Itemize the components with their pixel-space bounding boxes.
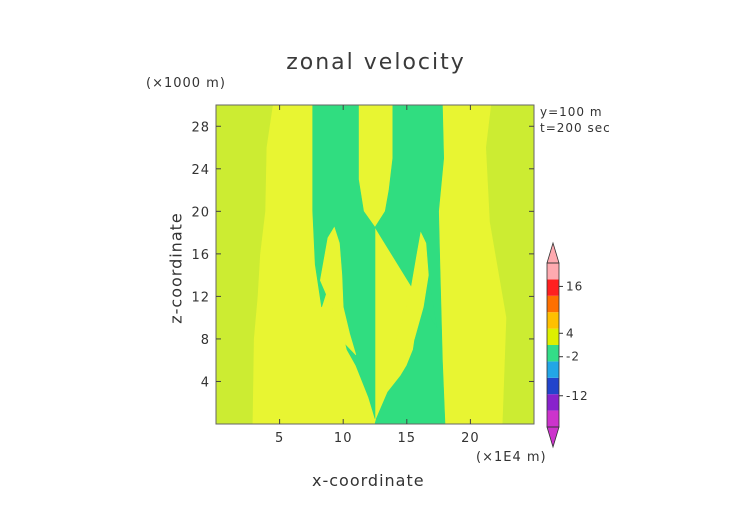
colorbar-segment: [547, 394, 559, 411]
colorbar-tick-label: 4: [566, 326, 575, 340]
colorbar-tick-label: -2: [566, 350, 580, 364]
colorbar-segment: [547, 361, 559, 378]
colorbar-max-arrow: [546, 241, 560, 264]
x-tick-label: 10: [334, 431, 353, 446]
y-tick-label: 12: [191, 290, 210, 305]
x-unit-label: (×1E4 m): [476, 450, 547, 465]
x-axis-label: x-coordinate: [312, 471, 425, 490]
y-tick-label: 24: [191, 163, 210, 178]
colorbar-tick-label: -12: [566, 389, 589, 403]
colorbar-segment: [547, 279, 559, 296]
chart-title: zonal velocity: [286, 50, 466, 75]
x-tick-label: 5: [275, 431, 284, 446]
colorbar-segment: [547, 410, 559, 427]
plot-frame: [215, 104, 535, 425]
y-tick-label: 4: [201, 375, 210, 390]
y-tick-label: 8: [201, 333, 210, 348]
colorbar-segment: [547, 295, 559, 313]
colorbar-tick-label: 16: [566, 279, 583, 293]
info-time: t=200 sec: [540, 121, 611, 135]
y-tick-label: 20: [191, 205, 210, 220]
colorbar-segment: [547, 312, 559, 329]
x-tick-label: 15: [398, 431, 417, 446]
y-tick-label: 16: [191, 248, 210, 263]
colorbar-frame: [546, 262, 560, 428]
region-yellow-zone: [252, 104, 507, 425]
colorbar-segment: [547, 263, 559, 280]
y-tick-label: 28: [191, 120, 210, 135]
region-yellow-tongue-left: [319, 226, 357, 356]
colorbar-segment: [547, 345, 559, 362]
y-unit-label: (×1000 m): [146, 76, 226, 91]
region-yellow-tongue-right: [392, 231, 429, 356]
x-tick-label: 20: [461, 431, 480, 446]
colorbar-segment: [547, 328, 559, 345]
colorbar-segment: [547, 377, 559, 395]
region-green-left: [312, 104, 376, 419]
colorbar-min-arrow: [546, 426, 560, 449]
info-y-position: y=100 m: [540, 105, 603, 119]
